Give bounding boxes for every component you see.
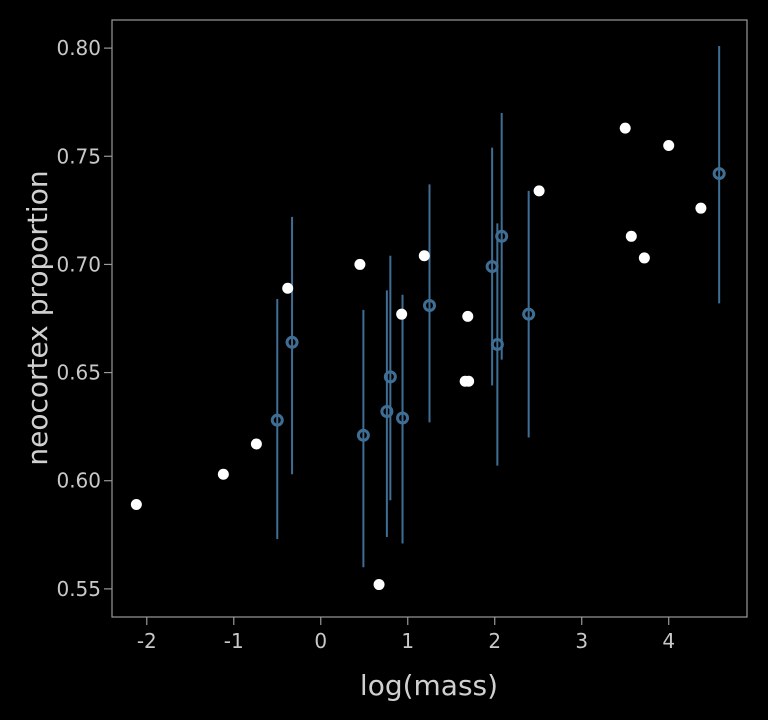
x-tick-label: -1 (224, 629, 244, 653)
observed-point (354, 258, 366, 270)
observed-point (130, 499, 142, 511)
imputed-point (270, 413, 284, 427)
observed-point (250, 438, 262, 450)
imputed-point (712, 167, 726, 181)
y-tick-label: 0.70 (56, 252, 101, 276)
x-tick-label: 1 (401, 629, 414, 653)
observed-point (462, 310, 474, 322)
imputed-point (522, 307, 536, 321)
observed-point (463, 375, 475, 387)
imputed-point (495, 229, 509, 243)
imputed-point (383, 370, 397, 384)
observed-point (625, 230, 637, 242)
observed-point (638, 252, 650, 264)
observed-point (533, 185, 545, 197)
x-axis-title: log(mass) (360, 669, 498, 702)
observed-points (130, 122, 707, 591)
y-tick-label: 0.65 (56, 361, 101, 385)
plot-frame (111, 19, 748, 618)
y-tick-label: 0.60 (56, 469, 101, 493)
y-tick-label: 0.55 (56, 577, 101, 601)
imputed-point (380, 405, 394, 419)
imputed-intervals (276, 45, 721, 568)
imputed-point (423, 299, 436, 313)
x-tick-label: 0 (314, 629, 327, 653)
imputed-point (485, 260, 499, 274)
imputed-point (285, 335, 299, 349)
x-tick-label: 4 (662, 629, 675, 653)
x-tick-label: -2 (137, 629, 157, 653)
y-axis-title: neocortex proportion (21, 170, 54, 465)
observed-point (663, 139, 675, 151)
observed-point (396, 308, 408, 320)
observed-point (619, 122, 631, 134)
imputed-points (270, 167, 726, 442)
y-axis: 0.55 0.60 0.65 0.70 0.75 0.80 (56, 36, 112, 601)
observed-point (217, 468, 229, 480)
imputed-point (490, 337, 504, 351)
observed-point (282, 282, 294, 294)
x-tick-label: 3 (575, 629, 588, 653)
observed-point (695, 202, 707, 214)
x-tick-label: 2 (488, 629, 501, 653)
imputed-point (356, 428, 370, 442)
imputed-point (396, 411, 410, 425)
y-tick-label: 0.75 (56, 144, 101, 168)
observed-point (418, 250, 430, 262)
x-axis: -2 -1 0 1 2 3 4 (137, 617, 675, 653)
observed-point (373, 579, 385, 591)
y-tick-label: 0.80 (56, 36, 101, 60)
